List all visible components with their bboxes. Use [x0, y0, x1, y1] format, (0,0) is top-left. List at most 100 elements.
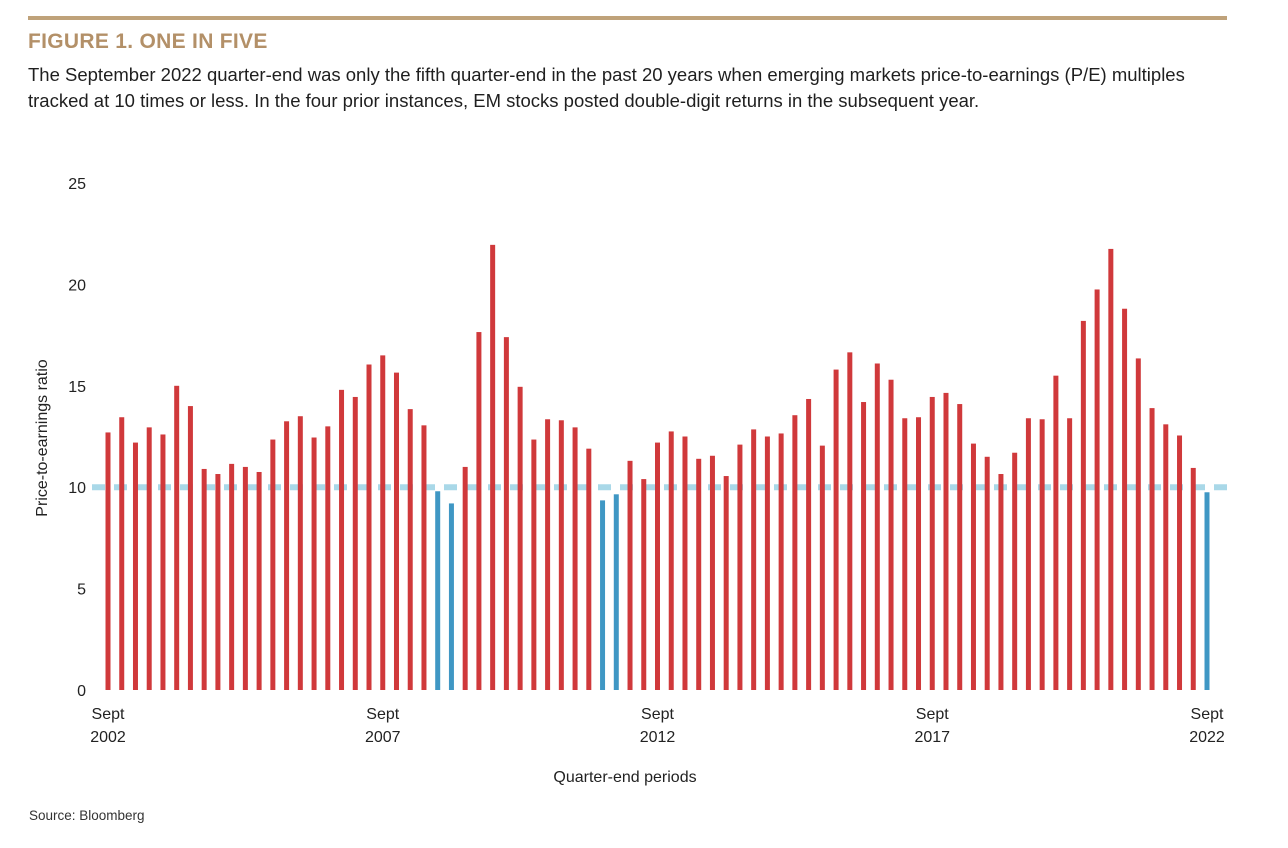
bar-above-threshold: [998, 474, 1004, 690]
bar-above-threshold: [311, 437, 317, 690]
bar-above-threshold: [819, 445, 825, 690]
bar-above-threshold: [874, 363, 880, 690]
x-axis-ticks: Sept 2002 Sept 2007 Sept 2012 Sept 2017 Sept 2022: [90, 706, 1225, 746]
bar-above-threshold: [572, 427, 578, 690]
figure-title: FIGURE 1. ONE IN FIVE: [28, 30, 268, 53]
bar-above-threshold: [627, 460, 633, 690]
bar-above-threshold: [847, 352, 853, 690]
bar-above-threshold: [682, 436, 688, 690]
bar-above-threshold: [1177, 435, 1183, 690]
y-tick-label: 5: [77, 582, 86, 599]
bar-above-threshold: [709, 455, 715, 690]
x-tick-label-month: Sept: [641, 706, 674, 723]
bar-above-threshold: [970, 443, 976, 690]
bar-below-threshold: [435, 491, 441, 690]
x-tick-label-year: 2007: [365, 729, 401, 746]
bar-above-threshold: [545, 419, 551, 690]
bar-below-threshold: [448, 503, 454, 690]
bar-above-threshold: [270, 439, 276, 690]
x-tick-label-month: Sept: [92, 706, 125, 723]
bars-group: [105, 244, 1210, 690]
bar-above-threshold: [861, 402, 867, 690]
bar-above-threshold: [407, 409, 413, 690]
bar-above-threshold: [229, 463, 235, 690]
bar-above-threshold: [174, 385, 180, 690]
x-axis-label: Quarter-end periods: [553, 769, 696, 786]
bar-above-threshold: [888, 379, 894, 690]
bar-above-threshold: [490, 244, 496, 690]
y-tick-label: 25: [68, 176, 86, 193]
bar-above-threshold: [1067, 418, 1073, 690]
bar-above-threshold: [297, 416, 303, 690]
bar-above-threshold: [105, 432, 111, 690]
bar-above-threshold: [696, 458, 702, 690]
bar-above-threshold: [201, 468, 207, 690]
bar-above-threshold: [1149, 408, 1155, 690]
bar-above-threshold: [723, 476, 729, 690]
bar-above-threshold: [1122, 308, 1128, 690]
bar-above-threshold: [366, 364, 372, 690]
bar-above-threshold: [984, 456, 990, 690]
bar-above-threshold: [641, 479, 647, 690]
bar-above-threshold: [943, 392, 949, 690]
bar-above-threshold: [256, 471, 262, 690]
bar-above-threshold: [352, 396, 358, 690]
bar-above-threshold: [393, 372, 399, 690]
bar-above-threshold: [531, 439, 537, 690]
x-tick-label-year: 2002: [90, 729, 126, 746]
bar-above-threshold: [792, 415, 798, 690]
bar-above-threshold: [421, 425, 427, 690]
bar-above-threshold: [806, 398, 812, 690]
bar-above-threshold: [833, 369, 839, 690]
bar-below-threshold: [613, 494, 619, 690]
bar-above-threshold: [1094, 289, 1100, 690]
bar-above-threshold: [916, 417, 922, 690]
bar-above-threshold: [1012, 452, 1018, 690]
bar-above-threshold: [380, 355, 386, 690]
bar-above-threshold: [737, 444, 743, 690]
x-tick-label-month: Sept: [1191, 706, 1224, 723]
bar-below-threshold: [1204, 492, 1210, 690]
bar-above-threshold: [1190, 467, 1196, 690]
x-tick-label-year: 2012: [640, 729, 676, 746]
bar-above-threshold: [517, 386, 523, 690]
bar-above-threshold: [668, 431, 674, 690]
bar-above-threshold: [325, 426, 331, 690]
bar-above-threshold: [751, 429, 757, 690]
bar-above-threshold: [119, 417, 125, 690]
bar-above-threshold: [1025, 418, 1031, 690]
bar-above-threshold: [764, 436, 770, 690]
x-tick-label-year: 2022: [1189, 729, 1225, 746]
bar-above-threshold: [462, 466, 468, 690]
y-tick-label: 20: [68, 277, 86, 294]
bar-above-threshold: [339, 389, 345, 690]
bar-above-threshold: [242, 466, 248, 690]
bar-above-threshold: [902, 418, 908, 690]
bar-above-threshold: [586, 448, 592, 690]
bar-above-threshold: [146, 427, 152, 690]
y-tick-label: 15: [68, 379, 86, 396]
y-tick-label: 0: [77, 683, 86, 700]
bar-above-threshold: [476, 332, 482, 690]
bar-below-threshold: [600, 500, 606, 690]
x-tick-label-year: 2017: [914, 729, 950, 746]
bar-above-threshold: [160, 434, 166, 690]
y-axis-label: Price-to-earnings ratio: [34, 359, 51, 517]
bar-above-threshold: [132, 442, 138, 690]
top-accent-rule: [28, 16, 1227, 20]
bar-above-threshold: [503, 337, 509, 690]
x-tick-label-month: Sept: [366, 706, 399, 723]
x-tick-label-month: Sept: [916, 706, 949, 723]
y-tick-label: 10: [68, 480, 86, 497]
bar-above-threshold: [778, 433, 784, 690]
bar-above-threshold: [655, 442, 660, 690]
bar-above-threshold: [1039, 419, 1045, 690]
bar-above-threshold: [1135, 358, 1141, 690]
figure-subtitle: The September 2022 quarter-end was only …: [28, 64, 1185, 111]
bar-above-threshold: [929, 396, 935, 690]
bar-above-threshold: [187, 406, 193, 690]
y-axis-ticks: 0 5 10 15 20 25: [68, 176, 86, 700]
bar-above-threshold: [284, 421, 290, 690]
bar-above-threshold: [1108, 248, 1114, 690]
